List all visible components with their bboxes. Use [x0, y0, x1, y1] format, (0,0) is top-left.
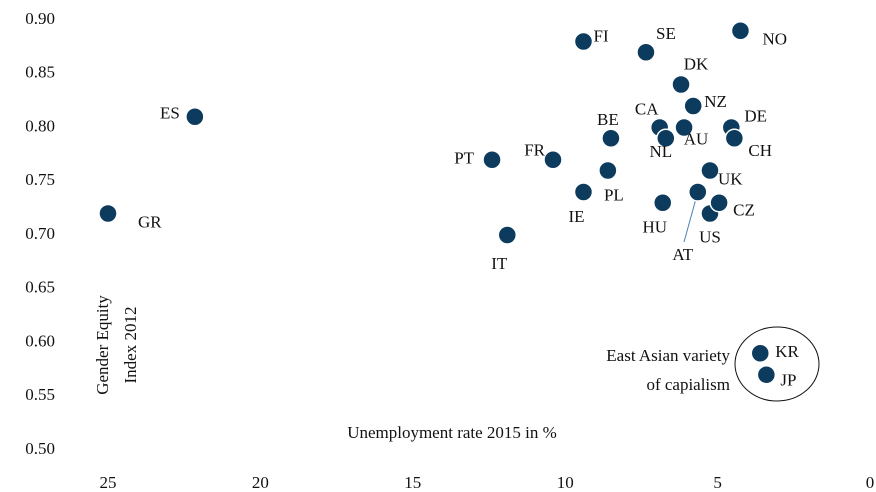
- point-label: FR: [524, 141, 545, 160]
- y-tick-label: 0.70: [25, 224, 55, 243]
- point-label: US: [699, 227, 721, 246]
- point-label: AT: [672, 245, 693, 264]
- point-label: NO: [762, 30, 787, 49]
- y-axis-label: Gender Equity: [93, 295, 112, 395]
- cluster-ellipse: [734, 326, 820, 402]
- point-label: DE: [744, 106, 767, 125]
- point: [700, 160, 720, 181]
- point: [598, 160, 618, 181]
- point-label: HU: [642, 218, 667, 237]
- y-tick-label: 0.60: [25, 331, 55, 350]
- point-label: NL: [649, 142, 672, 161]
- point-label: FI: [593, 26, 608, 45]
- y-tick-label: 0.85: [25, 63, 55, 82]
- point: [656, 128, 676, 148]
- point-label: DK: [684, 54, 709, 73]
- point-label: PT: [454, 149, 474, 168]
- x-axis-label: Unemployment rate 2015 in %: [347, 423, 557, 442]
- point: [497, 225, 518, 245]
- point: [688, 182, 708, 202]
- point-label: GR: [138, 212, 162, 231]
- point-label: CA: [635, 99, 659, 118]
- point-label: SE: [656, 24, 676, 43]
- point: [730, 21, 751, 41]
- point: [683, 96, 703, 116]
- x-tick-label: 25: [100, 473, 117, 492]
- point: [750, 343, 771, 363]
- x-tick-label: 10: [557, 473, 574, 492]
- point: [709, 193, 729, 213]
- point-label: PL: [604, 185, 624, 204]
- y-tick-label: 0.50: [25, 439, 55, 458]
- y-tick-label: 0.90: [25, 9, 55, 28]
- y-tick-label: 0.80: [25, 116, 55, 135]
- point: [573, 31, 594, 52]
- point: [601, 128, 621, 148]
- x-tick-label: 15: [404, 473, 421, 492]
- x-tick-label: 20: [252, 473, 269, 492]
- point: [674, 117, 694, 138]
- point: [636, 42, 656, 62]
- annotation: of capialism: [646, 375, 730, 394]
- point-label: IE: [568, 207, 584, 226]
- point-label: JP: [780, 371, 796, 390]
- point: [652, 193, 673, 213]
- point-label: IT: [491, 254, 508, 273]
- y-tick-label: 0.55: [25, 385, 55, 404]
- point-label: NZ: [704, 92, 727, 111]
- point-label: AU: [684, 129, 709, 148]
- point: [671, 74, 691, 95]
- leader-line: [683, 194, 698, 243]
- point-label: BE: [597, 110, 619, 129]
- y-tick-label: 0.75: [25, 170, 55, 189]
- point: [482, 150, 502, 170]
- point: [756, 365, 777, 385]
- point: [543, 150, 563, 170]
- x-tick-label: 5: [713, 473, 722, 492]
- point: [573, 182, 594, 202]
- point: [724, 128, 745, 148]
- annotation: East Asian variety: [606, 346, 730, 365]
- point-label: KR: [775, 342, 799, 361]
- y-tick-label: 0.65: [25, 278, 55, 297]
- x-tick-label: 0: [866, 473, 875, 492]
- point: [98, 203, 118, 224]
- point-label: CZ: [733, 201, 755, 220]
- point-label: ES: [160, 104, 180, 123]
- point-label: UK: [718, 169, 743, 188]
- y-axis-label: Index 2012: [121, 307, 140, 384]
- point: [185, 107, 205, 127]
- point-label: CH: [748, 141, 772, 160]
